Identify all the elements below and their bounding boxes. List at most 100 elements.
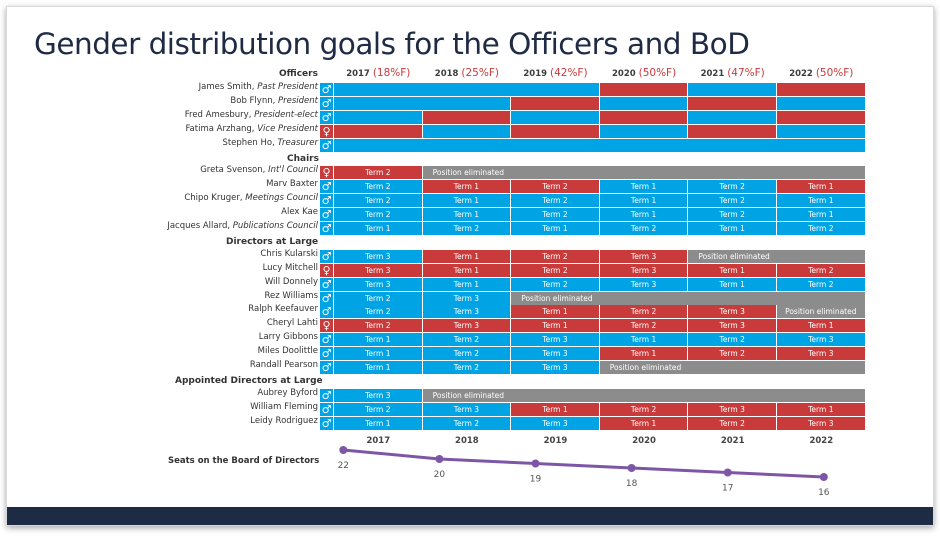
row-label: Ralph Keefauver [248, 303, 318, 316]
term-cell: Term 3 [777, 416, 865, 430]
term-cell: Term 2 [777, 277, 865, 291]
term-grid: 2017 (18%F) 2018 (25%F) 2019 (42%F) 2020 (5… [7, 7, 933, 525]
column-year: 2021 [700, 69, 728, 79]
row-label: Fred Amesbury, President-elect [185, 109, 318, 122]
male-icon: ♂ [320, 110, 333, 124]
term-cell: Term 3 [422, 402, 511, 416]
term-cell: Term 1 [422, 180, 511, 194]
term-cell: Term 2 [334, 208, 422, 222]
member-role: Meetings Council [245, 193, 318, 204]
male-icon: ♂ [320, 347, 333, 361]
term-cell: Term 1 [599, 194, 688, 208]
term-cell: Term 3 [334, 277, 422, 291]
term-cell [511, 110, 599, 124]
column-year: 2017 [346, 69, 373, 79]
seats-value-label: 18 [626, 479, 638, 489]
term-cell: Term 1 [334, 333, 422, 347]
term-cell [334, 138, 865, 152]
term-cell [688, 83, 776, 96]
section-label-0: Officers [279, 69, 318, 79]
column-female-pct: (25%F) [461, 67, 499, 79]
term-cell: Term 3 [511, 347, 599, 361]
year-axis-label-2022: 2022 [809, 435, 834, 446]
male-icon: ♂ [320, 180, 333, 194]
term-cell: Term 1 [422, 263, 511, 277]
term-cell: Term 2 [688, 180, 776, 194]
term-cell: Term 3 [422, 305, 511, 319]
seats-point-2021 [723, 468, 732, 477]
row-label: Alex Kae [281, 206, 318, 219]
male-icon: ♂ [320, 249, 333, 263]
term-cell: Position eliminated [422, 388, 865, 402]
column-header-2020: 2020 (50%F) [600, 67, 689, 79]
footer-bar [7, 507, 933, 525]
term-cell: Term 2 [777, 263, 865, 277]
row-label: Randall Pearson [250, 359, 318, 372]
term-cell [599, 110, 688, 124]
term-cell: Term 1 [599, 180, 688, 194]
year-axis-label-2020: 2020 [632, 435, 656, 446]
term-cell: Term 1 [599, 416, 688, 430]
male-icon: ♂ [320, 305, 333, 319]
term-cell [422, 110, 511, 124]
female-icon: ♀ [320, 166, 333, 180]
term-cell: Term 2 [688, 194, 776, 208]
term-cell [599, 96, 688, 110]
term-cell: Term 1 [422, 249, 511, 263]
male-icon: ♂ [320, 388, 333, 402]
male-icon: ♂ [320, 291, 333, 305]
member-name: Chipo Kruger, [184, 193, 246, 204]
member-name: Leidy Rodriguez [250, 415, 318, 426]
term-cell: Term 1 [422, 194, 511, 208]
column-female-pct: (47%F) [727, 67, 765, 79]
term-cell: Term 1 [422, 208, 511, 222]
male-icon: ♂ [320, 402, 333, 416]
member-name: Will Donnely [264, 276, 318, 287]
term-cell: Term 3 [334, 249, 422, 263]
term-cell: Term 2 [688, 208, 776, 222]
term-cell: Term 2 [422, 333, 511, 347]
male-icon: ♂ [320, 361, 333, 374]
term-cell: Term 2 [334, 291, 422, 305]
term-cell: Term 1 [777, 402, 865, 416]
column-header-2018: 2018 (25%F) [423, 67, 512, 79]
term-cell: Term 1 [688, 263, 776, 277]
member-name: Bob Flynn, [230, 95, 278, 106]
seats-chart-label: Seats on the Board of Directors [168, 456, 320, 466]
term-cell: Term 3 [688, 305, 776, 319]
term-cell [599, 124, 688, 138]
year-axis-label-2021: 2021 [720, 435, 745, 446]
row-label: Marv Baxter [266, 178, 318, 191]
member-name: Ralph Keefauver [248, 304, 318, 315]
term-cell: Term 2 [334, 166, 422, 180]
term-cell: Term 2 [599, 305, 688, 319]
column-header-2022: 2022 (50%F) [777, 67, 866, 79]
term-cell [777, 110, 865, 124]
male-icon: ♂ [320, 194, 333, 208]
member-name: Cheryl Lahti [266, 318, 318, 329]
seats-point-2022 [819, 473, 828, 481]
term-cell [334, 83, 599, 96]
term-cell [599, 83, 688, 96]
term-cell: Term 1 [688, 277, 776, 291]
term-cell [422, 124, 511, 138]
term-cell: Term 2 [511, 263, 599, 277]
row-label: Will Donnely [265, 276, 318, 289]
term-cell: Term 1 [422, 277, 511, 291]
term-cell [777, 124, 865, 138]
term-cell: Term 2 [688, 333, 776, 347]
member-role: Publications Council [232, 221, 318, 231]
term-cell: Term 2 [422, 416, 511, 430]
member-role: Past President [257, 82, 318, 92]
term-cell [511, 96, 599, 110]
member-name: Miles Doolittle [257, 346, 318, 357]
seats-value-label: 19 [530, 475, 542, 485]
member-name: Marv Baxter [266, 179, 318, 190]
term-cell [334, 96, 511, 110]
member-name: Jacques Allard, [167, 221, 233, 231]
row-label: Cheryl Lahti [267, 317, 318, 330]
member-name: James Smith, [198, 82, 258, 92]
row-label: Miles Doolittle [258, 345, 318, 358]
term-cell [688, 96, 776, 110]
male-icon: ♂ [320, 83, 333, 96]
